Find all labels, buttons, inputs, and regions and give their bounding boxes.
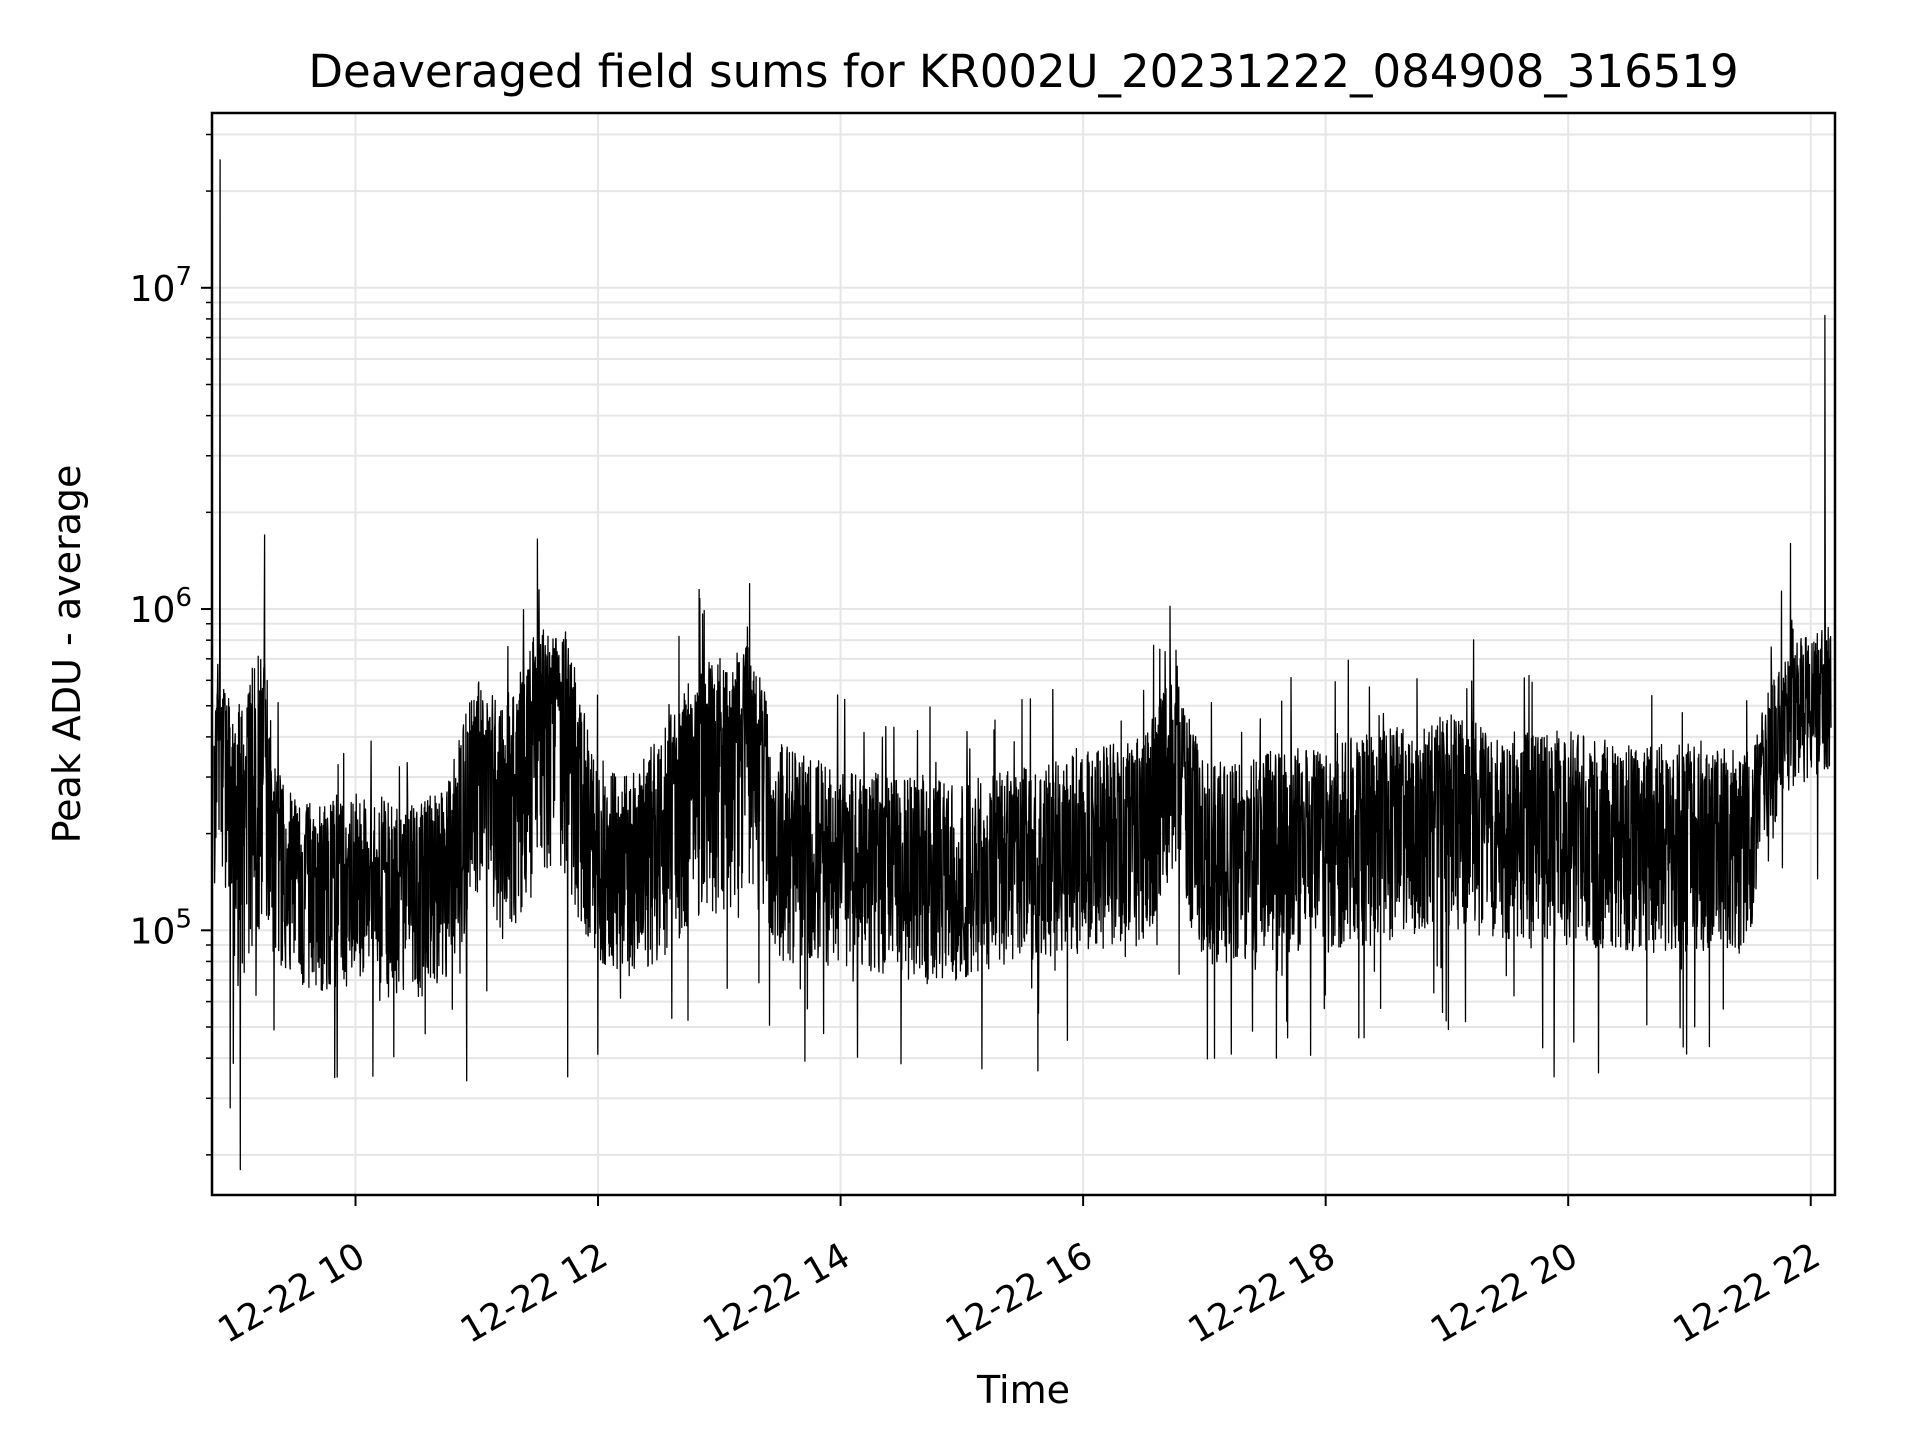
plot-frame [210,111,1837,1197]
grid-layer [212,113,1835,1195]
y-axis-label: Peak ADU - average [45,465,89,844]
y-tick-label: 105 [130,904,192,952]
chart-title: Deaveraged field sums for KR002U_2023122… [308,45,1738,98]
series-line [213,159,1832,1171]
y-tick-label: 107 [130,262,192,310]
x-axis-label: Time [976,1368,1070,1412]
y-tick-label: 106 [130,583,192,631]
plot-layer [213,159,1832,1171]
